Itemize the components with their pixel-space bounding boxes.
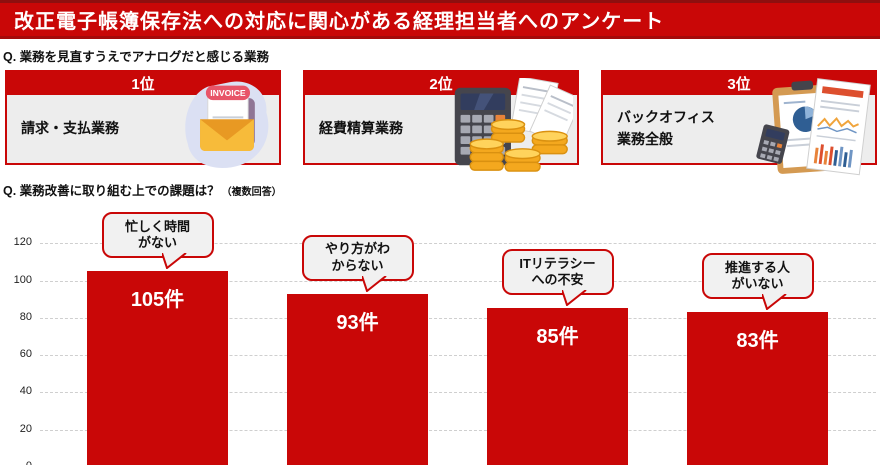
y-gridline-40 [40,392,876,394]
y-gridline-80 [40,317,876,319]
y-gridline-60 [40,355,876,357]
bubble-text: ITリテラシー [519,256,596,272]
bubble-tail [361,275,387,292]
bubble-text: への不安 [531,272,584,288]
question2-note: （複数回答） [221,187,282,198]
rank3-label: バックオフィス 業務全般 [617,109,715,147]
y-tick-100: 100 [13,273,32,286]
bubble-2: やり方がわ からない [301,234,414,292]
bar-2: 93件 [287,293,428,465]
rank1-card: 1位 請求・支払業務 INVOICE [5,70,281,168]
bubble-text: やり方がわ [324,241,390,257]
bar-3: 85件 [487,308,628,465]
bubble-tail [161,253,187,270]
rank1-badge: 1位 [7,72,279,95]
bubble-4: 推進する人 がいない [701,253,814,311]
y-gridline-120 [40,243,876,245]
bubble-1: 忙しく時間 がない [101,212,214,270]
bar-4: 83件 [687,312,828,465]
y-tick-20: 20 [19,422,32,435]
bar-value-1: 105件 [130,289,185,312]
question2-label: Q. 業務改善に取り組む上での課題は？ （複数回答） [3,180,880,199]
bubble-text: 忙しく時間 [124,218,190,234]
bar-1: 105件 [87,271,228,465]
y-tick-60: 60 [19,348,32,361]
y-tick-0: 0 [0,460,32,465]
y-tick-40: 40 [19,385,32,398]
y-gridline-20 [40,429,876,431]
rank3-badge: 3位 [603,72,875,95]
bubble-tail [561,290,587,307]
bubble-text: がいない [731,276,784,292]
rank2-card: 2位 経費精算業務 [303,70,579,172]
bubble-text: 推進する人 [724,259,790,275]
rank1-label: 請求・支払業務 [21,120,119,137]
bubble-tail [761,294,787,311]
y-tick-120: 120 [13,236,32,249]
question1-label: Q. 業務を見直すうえでアナログだと感じる業務 [3,50,270,64]
header-banner: 改正電子帳簿保存法への対応に関心がある経理担当者へのアンケート [0,0,880,39]
bar-value-2: 93件 [336,311,379,334]
ranking-cards: 1位 請求・支払業務 INVOICE 2位 [0,70,880,176]
bubble-text: からない [331,257,384,273]
page-title: 改正電子帳簿保存法への対応に関心がある経理担当者へのアンケート [14,11,665,33]
y-tick-80: 80 [19,310,32,323]
bar-value-3: 85件 [536,326,579,349]
rank2-label: 経費精算業務 [319,120,403,137]
rank3-card: 3位 バックオフィス 業務全般 [601,70,877,176]
bubble-text: がない [137,235,177,251]
question2-text: Q. 業務改善に取り組む上での課題は？ [3,184,220,198]
y-gridline-100 [40,280,876,282]
bubble-3: ITリテラシー への不安 [501,249,614,307]
rank2-badge: 2位 [305,72,577,95]
bar-value-4: 83件 [736,330,779,353]
